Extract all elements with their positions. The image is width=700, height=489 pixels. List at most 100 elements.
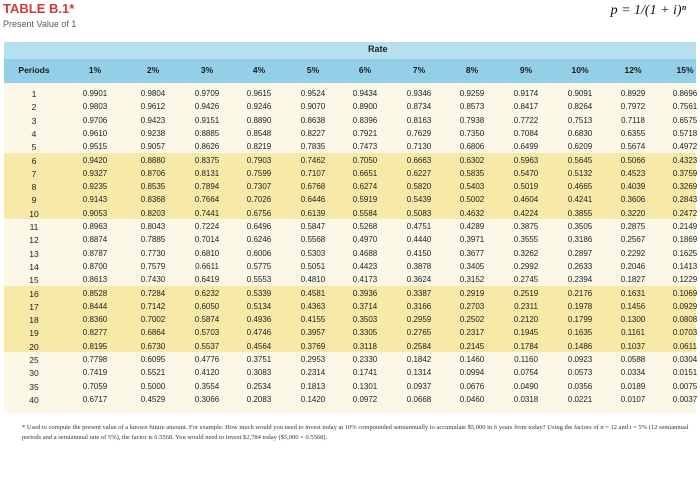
period-number: 13 — [29, 248, 39, 259]
table-cell: 0.5303 — [300, 248, 326, 258]
header-rate: 3% — [200, 65, 214, 75]
table-cell: 0.6756 — [246, 208, 272, 218]
table-cell: 0.6806 — [459, 142, 485, 152]
table-cell: 0.4581 — [300, 288, 326, 298]
table-cell: 0.0808 — [672, 315, 698, 325]
table-cell: 0.8535 — [140, 182, 166, 192]
table-cell: 0.7921 — [352, 128, 378, 138]
table-cell: 0.7419 — [82, 368, 108, 378]
period-number: 30 — [29, 368, 39, 379]
table-cell: 0.2519 — [513, 288, 539, 298]
table-cell: 0.6830 — [567, 128, 593, 138]
table-cell: 0.8375 — [194, 155, 220, 165]
table-cell: 0.3083 — [246, 368, 272, 378]
table-cell: 0.4120 — [194, 368, 220, 378]
table-cell: 0.8890 — [246, 115, 272, 125]
table-cell: 0.8880 — [140, 155, 166, 165]
table-cell: 0.2765 — [406, 328, 432, 338]
row-group-band — [4, 83, 696, 153]
table-cell: 0.6499 — [513, 142, 539, 152]
table-cell: 0.5268 — [352, 222, 378, 231]
table-cell: 0.3220 — [620, 208, 646, 218]
table-cell: 0.4150 — [406, 248, 432, 258]
table-cell: 0.0151 — [672, 368, 698, 378]
table-cell: 0.4746 — [246, 328, 272, 338]
table-cell: 0.2046 — [620, 261, 646, 271]
table-cell: 0.0923 — [567, 355, 593, 364]
table-subtitle: Present Value of 1 — [3, 19, 77, 29]
table-cell: 0.6651 — [352, 168, 378, 178]
period-number: 17 — [29, 301, 39, 312]
table-cell: 0.7730 — [140, 248, 166, 258]
table-cell: 0.8874 — [82, 235, 108, 245]
table-cell: 0.4440 — [406, 235, 432, 245]
table-cell: 0.8706 — [140, 168, 166, 178]
table-cell: 0.3387 — [406, 288, 432, 298]
table-cell: 0.4751 — [406, 222, 432, 231]
table-cell: 0.6232 — [194, 288, 220, 298]
table-cell: 0.6274 — [352, 182, 378, 192]
table-cell: 0.6446 — [300, 195, 326, 205]
period-number: 1 — [31, 89, 37, 99]
table-cell: 0.4173 — [352, 275, 378, 285]
table-cell: 0.1160 — [514, 355, 538, 364]
table-cell: 0.6864 — [140, 328, 166, 338]
table-cell: 0.7224 — [194, 222, 220, 231]
table-cell: 0.3769 — [300, 341, 326, 351]
table-cell: 0.6355 — [620, 128, 646, 138]
table-cell: 0.7903 — [246, 155, 272, 165]
table-cell: 0.7430 — [140, 275, 166, 285]
table-cell: 0.4323 — [672, 155, 698, 165]
table-cell: 0.4529 — [140, 394, 166, 404]
period-number: 10 — [29, 208, 39, 219]
table-cell: 0.8929 — [620, 89, 646, 98]
table-cell: 0.9143 — [82, 195, 108, 205]
table-cell: 0.7972 — [620, 102, 646, 112]
period-number: 6 — [31, 155, 37, 166]
header-rate: 9% — [519, 65, 533, 75]
table-cell: 0.9420 — [82, 155, 108, 165]
table-cell: 0.6496 — [246, 222, 272, 231]
table-cell: 0.3677 — [459, 248, 485, 258]
table-cell: 0.7026 — [246, 195, 272, 205]
table-cell: 0.8360 — [82, 315, 108, 325]
table-cell: 0.5537 — [194, 341, 220, 351]
table-cell: 0.6730 — [140, 341, 166, 351]
table-cell: 0.5820 — [406, 182, 432, 192]
header-rate: 10% — [571, 65, 589, 75]
table-cell: 0.0994 — [459, 368, 485, 378]
table-cell: 0.5134 — [246, 301, 272, 311]
table-cell: 0.8900 — [352, 102, 378, 112]
table-cell: 0.7059 — [82, 381, 108, 391]
table-cell: 0.1229 — [672, 275, 698, 285]
table-cell: 0.7894 — [194, 182, 220, 192]
table-cell: 0.6717 — [82, 394, 108, 404]
table-cell: 0.9804 — [140, 89, 166, 98]
table-cell: 0.0703 — [672, 328, 698, 338]
table-cell: 0.2149 — [672, 222, 698, 231]
table-cell: 0.4363 — [300, 301, 326, 311]
table-cell: 0.0107 — [620, 394, 646, 404]
table-cell: 0.2176 — [567, 288, 593, 298]
table-cell: 0.1300 — [620, 315, 646, 325]
table-cell: 0.7513 — [567, 115, 593, 125]
table-cell: 0.8368 — [140, 195, 166, 205]
table-cell: 0.3714 — [352, 301, 378, 311]
table-cell: 0.3875 — [513, 222, 539, 231]
table-cell: 0.3186 — [567, 235, 593, 245]
table-cell: 0.9174 — [513, 89, 539, 98]
table-cell: 0.4665 — [567, 182, 593, 192]
table-cell: 0.8277 — [82, 328, 108, 338]
table-cell: 0.2745 — [513, 275, 539, 285]
table-cell: 0.5470 — [513, 168, 539, 178]
table-cell: 0.9423 — [140, 115, 166, 125]
table-cell: 0.7130 — [406, 142, 432, 152]
table-cell: 0.1827 — [620, 275, 646, 285]
table-cell: 0.2083 — [246, 394, 272, 404]
header-rate: 2% — [146, 65, 160, 75]
table-cell: 0.8043 — [140, 222, 166, 231]
table-cell: 0.8548 — [246, 128, 272, 138]
table-cell: 0.9709 — [194, 89, 220, 98]
period-number: 18 — [29, 315, 39, 326]
table-cell: 0.1813 — [300, 381, 326, 391]
